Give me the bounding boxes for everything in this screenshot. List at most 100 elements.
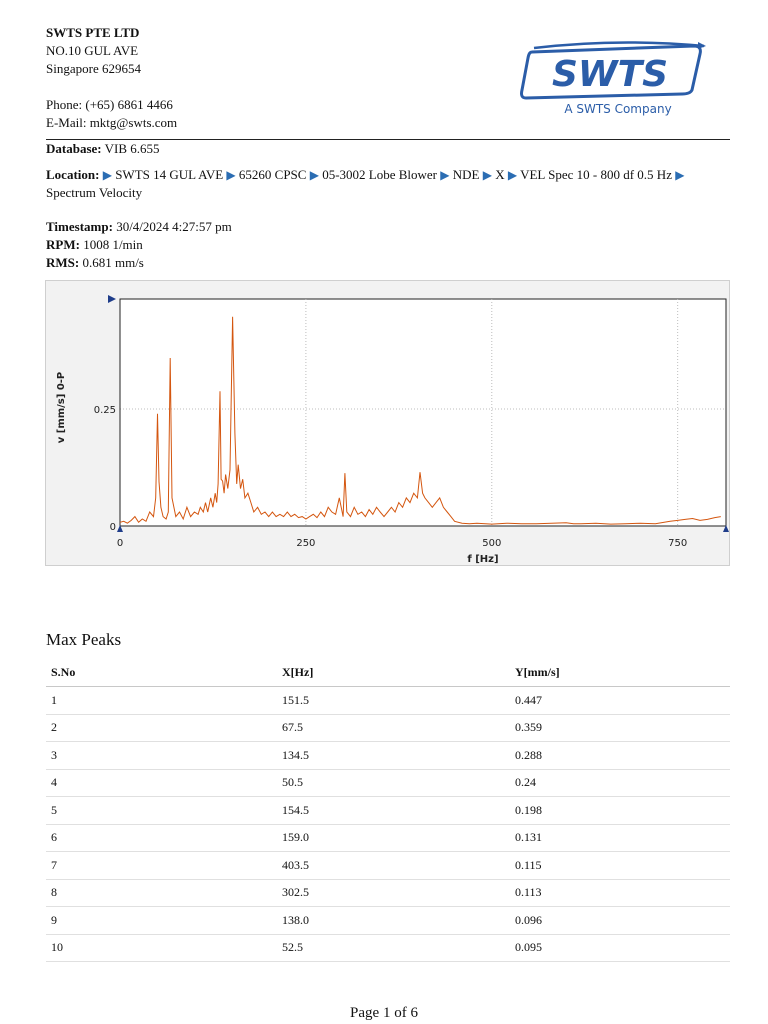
table-header-row: S.No X[Hz] Y[mm/s] xyxy=(46,658,730,687)
cell-x: 159.0 xyxy=(277,824,510,852)
cell-sno: 9 xyxy=(46,906,277,935)
max-peaks-title: Max Peaks xyxy=(46,630,122,649)
table-row: 1 151.5 0.447 xyxy=(46,686,730,715)
email-line: E-Mail: mktg@swts.com xyxy=(46,114,177,132)
table-row: 6 159.0 0.131 xyxy=(46,824,730,852)
table-row: 4 50.5 0.24 xyxy=(46,769,730,797)
cell-x: 302.5 xyxy=(277,879,510,907)
cell-y: 0.24 xyxy=(510,769,730,797)
location-segment: 65260 CPSC xyxy=(238,167,307,182)
cell-y: 0.359 xyxy=(510,714,730,742)
cell-x: 52.5 xyxy=(277,934,510,962)
x-axis-start-marker-icon xyxy=(117,525,123,532)
y-tick-label: 0 xyxy=(110,522,116,533)
database-label: Database: xyxy=(46,141,102,156)
rms-value: 0.681 mm/s xyxy=(82,255,144,270)
cell-x: 138.0 xyxy=(277,906,510,935)
column-header-x: X[Hz] xyxy=(277,658,510,687)
cell-sno: 2 xyxy=(46,714,277,742)
cell-y: 0.131 xyxy=(510,824,730,852)
page-number: Page 1 of 6 xyxy=(350,1005,418,1021)
x-axis-title: f [Hz] xyxy=(467,554,498,565)
x-tick-label: 750 xyxy=(668,538,687,549)
y-axis-title: v [mm/s] 0-P xyxy=(56,372,67,444)
phone-label: Phone: xyxy=(46,97,83,112)
phone-line: Phone: (+65) 6861 4466 xyxy=(46,96,177,114)
cell-x: 151.5 xyxy=(277,686,510,715)
table-row: 7 403.5 0.115 xyxy=(46,851,730,880)
company-name: SWTS PTE LTD xyxy=(46,25,140,40)
rpm-line: RPM: 1008 1/min xyxy=(46,236,232,254)
y-tick-label: 0.25 xyxy=(94,405,116,416)
location-segment: X xyxy=(495,167,505,182)
table-row: 2 67.5 0.359 xyxy=(46,714,730,742)
column-header-y: Y[mm/s] xyxy=(510,658,730,687)
cell-y: 0.113 xyxy=(510,879,730,907)
y-axis-marker-icon xyxy=(108,295,116,303)
timestamp-value: 30/4/2024 4:27:57 pm xyxy=(116,219,232,234)
location-line: Location: ▶ SWTS 14 GUL AVE ▶ 65260 CPSC… xyxy=(46,166,706,202)
path-arrow-icon: ▶ xyxy=(675,168,685,182)
location-segment: Spectrum Velocity xyxy=(46,185,143,200)
cell-x: 50.5 xyxy=(277,769,510,797)
header-divider xyxy=(46,139,730,140)
cell-sno: 6 xyxy=(46,824,277,852)
path-arrow-icon: ▶ xyxy=(507,168,518,182)
table-row: 8 302.5 0.113 xyxy=(46,879,730,907)
rms-line: RMS: 0.681 mm/s xyxy=(46,254,232,272)
x-tick-label: 250 xyxy=(296,538,315,549)
timestamp-label: Timestamp: xyxy=(46,219,113,234)
location-segment: VEL Spec 10 - 800 df 0.5 Hz xyxy=(520,167,672,182)
x-tick-label: 500 xyxy=(482,538,501,549)
x-axis-end-marker-icon xyxy=(723,525,729,532)
cell-sno: 7 xyxy=(46,851,277,880)
plot-area xyxy=(119,298,727,527)
logo-wordmark: SWTS xyxy=(552,54,668,95)
path-arrow-icon: ▶ xyxy=(482,168,492,182)
company-header: SWTS PTE LTD NO.10 GUL AVE Singapore 629… xyxy=(46,24,177,132)
database-line: Database: VIB 6.655 xyxy=(46,140,160,158)
path-arrow-icon: ▶ xyxy=(102,168,112,182)
cell-y: 0.095 xyxy=(510,934,730,962)
cell-x: 134.5 xyxy=(277,741,510,770)
max-peaks-table: S.No X[Hz] Y[mm/s] 1 151.5 0.447 2 67.5 0.359… xyxy=(46,658,730,962)
database-value: VIB 6.655 xyxy=(104,141,160,156)
path-arrow-icon: ▶ xyxy=(309,168,319,182)
timestamp-line: Timestamp: 30/4/2024 4:27:57 pm xyxy=(46,218,232,236)
column-header-sno: S.No xyxy=(46,658,277,687)
cell-sno: 4 xyxy=(46,769,277,797)
logo-tagline: A SWTS Company xyxy=(564,102,671,116)
cell-x: 403.5 xyxy=(277,851,510,880)
table-row: 5 154.5 0.198 xyxy=(46,796,730,825)
company-logo: SWTS A SWTS Company xyxy=(498,28,728,124)
table-row: 3 134.5 0.288 xyxy=(46,741,730,770)
rms-label: RMS: xyxy=(46,255,80,270)
cell-y: 0.115 xyxy=(510,851,730,880)
email-address[interactable]: mktg@swts.com xyxy=(89,115,178,130)
spectrum-chart: 0 250 500 750 0 0.25 f [Hz] v [mm/s] 0-P xyxy=(45,280,730,566)
address-line-1: NO.10 GUL AVE xyxy=(46,43,139,58)
phone-number: (+65) 6861 4466 xyxy=(85,97,173,112)
rpm-label: RPM: xyxy=(46,237,80,252)
location-segment: NDE xyxy=(452,167,480,182)
swts-logo-icon: SWTS A SWTS Company xyxy=(520,41,706,116)
path-arrow-icon: ▶ xyxy=(226,168,236,182)
spectrum-series-line xyxy=(119,316,721,525)
spectrum-chart-svg: 0 250 500 750 0 0.25 f [Hz] v [mm/s] 0-P xyxy=(56,295,729,565)
cell-x: 154.5 xyxy=(277,796,510,825)
location-label: Location: xyxy=(46,167,100,182)
cell-sno: 8 xyxy=(46,879,277,907)
rpm-value: 1008 1/min xyxy=(83,237,143,252)
cell-sno: 3 xyxy=(46,741,277,770)
email-label: E-Mail: xyxy=(46,115,87,130)
cell-x: 67.5 xyxy=(277,714,510,742)
cell-y: 0.198 xyxy=(510,796,730,825)
cell-sno: 5 xyxy=(46,796,277,825)
cell-y: 0.288 xyxy=(510,741,730,770)
cell-y: 0.447 xyxy=(510,686,730,715)
address-line-2: Singapore 629654 xyxy=(46,61,141,76)
cell-sno: 1 xyxy=(46,686,277,715)
cell-sno: 10 xyxy=(46,934,277,962)
path-arrow-icon: ▶ xyxy=(440,168,450,182)
x-tick-label: 0 xyxy=(117,538,123,549)
